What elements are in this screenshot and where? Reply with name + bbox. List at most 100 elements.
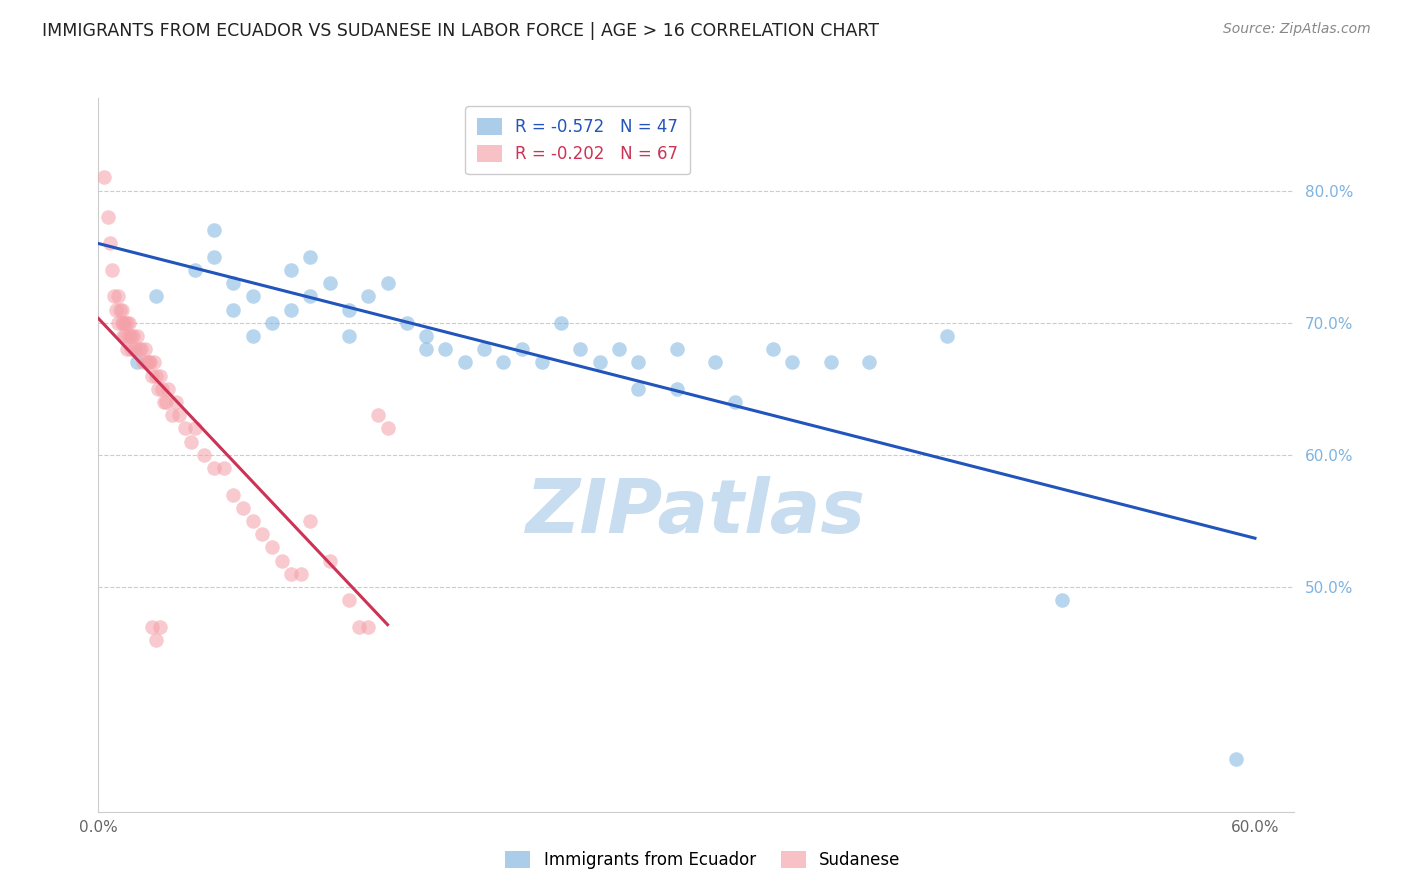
Point	[117, 342, 139, 356]
Point	[145, 289, 167, 303]
Point	[222, 276, 245, 290]
Point	[98, 236, 121, 251]
Point	[184, 263, 207, 277]
Point	[153, 395, 176, 409]
Point	[222, 302, 245, 317]
Point	[415, 329, 437, 343]
Point	[103, 289, 125, 303]
Point	[1050, 593, 1073, 607]
Point	[125, 355, 148, 369]
Point	[347, 620, 370, 634]
Point	[232, 500, 254, 515]
Point	[145, 632, 167, 647]
Point	[512, 342, 534, 356]
Point	[337, 302, 360, 317]
Point	[299, 289, 322, 303]
Point	[202, 461, 225, 475]
Point	[242, 289, 264, 303]
Point	[143, 355, 166, 369]
Point	[569, 342, 592, 356]
Point	[104, 302, 127, 317]
Point	[242, 514, 264, 528]
Point	[319, 276, 342, 290]
Point	[299, 250, 322, 264]
Point	[169, 409, 191, 423]
Point	[858, 355, 880, 369]
Point	[117, 316, 139, 330]
Point	[180, 434, 202, 449]
Point	[337, 329, 360, 343]
Point	[222, 487, 245, 501]
Point	[472, 342, 495, 356]
Point	[212, 461, 235, 475]
Point	[156, 382, 179, 396]
Point	[141, 620, 163, 634]
Text: Source: ZipAtlas.com: Source: ZipAtlas.com	[1223, 22, 1371, 37]
Point	[134, 342, 156, 356]
Point	[260, 316, 283, 330]
Point	[723, 395, 745, 409]
Point	[202, 223, 225, 237]
Point	[492, 355, 515, 369]
Point	[129, 342, 152, 356]
Legend: Immigrants from Ecuador, Sudanese: Immigrants from Ecuador, Sudanese	[495, 841, 911, 880]
Point	[588, 355, 610, 369]
Point	[665, 382, 688, 396]
Point	[607, 342, 630, 356]
Point	[299, 514, 322, 528]
Point	[149, 620, 172, 634]
Point	[114, 316, 136, 330]
Point	[141, 368, 163, 383]
Point	[453, 355, 475, 369]
Point	[280, 263, 302, 277]
Point	[148, 382, 170, 396]
Point	[110, 316, 132, 330]
Point	[114, 329, 136, 343]
Point	[1225, 752, 1247, 766]
Point	[125, 329, 148, 343]
Point	[202, 250, 225, 264]
Point	[252, 527, 274, 541]
Point	[270, 554, 292, 568]
Point	[550, 316, 572, 330]
Point	[128, 342, 150, 356]
Point	[124, 342, 146, 356]
Point	[118, 329, 141, 343]
Point	[242, 329, 264, 343]
Text: IMMIGRANTS FROM ECUADOR VS SUDANESE IN LABOR FORCE | AGE > 16 CORRELATION CHART: IMMIGRANTS FROM ECUADOR VS SUDANESE IN L…	[42, 22, 879, 40]
Point	[149, 368, 172, 383]
Point	[107, 289, 129, 303]
Point	[112, 329, 135, 343]
Point	[135, 355, 157, 369]
Point	[337, 593, 360, 607]
Point	[367, 409, 389, 423]
Point	[395, 316, 418, 330]
Point	[110, 302, 132, 317]
Point	[627, 382, 650, 396]
Point	[93, 170, 115, 185]
Point	[145, 368, 167, 383]
Point	[155, 395, 177, 409]
Point	[118, 316, 141, 330]
Point	[357, 289, 380, 303]
Point	[820, 355, 842, 369]
Point	[107, 316, 129, 330]
Point	[762, 342, 785, 356]
Point	[97, 210, 120, 224]
Point	[150, 382, 173, 396]
Point	[782, 355, 804, 369]
Point	[627, 355, 650, 369]
Point	[319, 554, 342, 568]
Point	[138, 355, 160, 369]
Text: ZIPatlas: ZIPatlas	[526, 475, 866, 549]
Point	[108, 302, 131, 317]
Point	[280, 566, 302, 581]
Point	[165, 395, 187, 409]
Point	[415, 342, 437, 356]
Point	[174, 421, 197, 435]
Point	[160, 409, 183, 423]
Point	[132, 355, 155, 369]
Point	[280, 302, 302, 317]
Point	[260, 541, 283, 555]
Point	[704, 355, 727, 369]
